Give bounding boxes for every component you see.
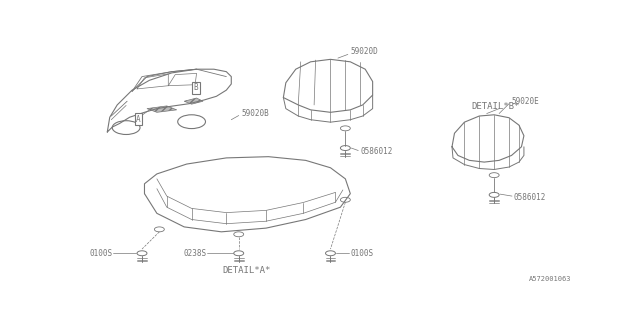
Text: 0100S: 0100S [350,249,374,258]
Polygon shape [184,98,203,104]
Text: 0238S: 0238S [183,249,207,258]
Text: 59020E: 59020E [511,97,540,106]
Text: DETAIL*A*: DETAIL*A* [222,266,270,275]
Polygon shape [147,106,177,112]
Text: 0586012: 0586012 [360,147,392,156]
Text: 0100S: 0100S [89,249,112,258]
Text: 59020B: 59020B [241,109,269,118]
Text: A: A [136,115,141,124]
Text: 0586012: 0586012 [514,193,547,202]
Text: DETAIL*B*: DETAIL*B* [472,102,520,111]
Text: 59020D: 59020D [350,47,378,56]
Text: B: B [194,83,198,92]
Text: A572001063: A572001063 [529,276,571,282]
